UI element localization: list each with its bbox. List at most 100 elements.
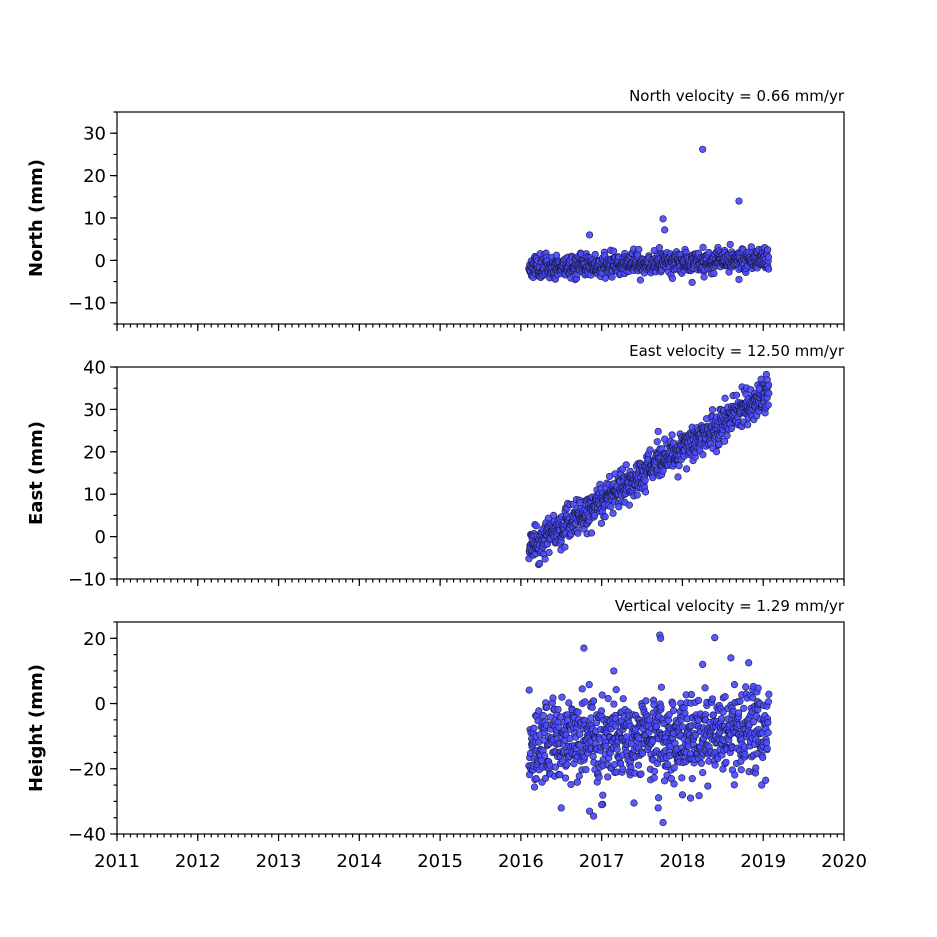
data-point	[687, 690, 696, 699]
data-point	[744, 421, 752, 429]
data-point	[539, 711, 547, 720]
data-point	[765, 389, 773, 397]
data-point	[630, 799, 638, 807]
data-point	[610, 760, 619, 769]
y-tick-label: 10	[83, 209, 106, 230]
data-point	[764, 729, 772, 737]
data-point	[585, 231, 594, 239]
data-point	[664, 761, 672, 769]
data-point	[749, 718, 758, 726]
data-point	[585, 681, 593, 689]
data-point	[646, 446, 654, 454]
north-points	[525, 145, 773, 287]
data-point	[764, 253, 773, 261]
data-point	[532, 522, 540, 530]
data-point	[762, 776, 770, 784]
data-point	[715, 440, 723, 449]
north-plot-frame	[116, 111, 845, 325]
data-point	[763, 376, 771, 384]
y-tick-label: 20	[83, 442, 106, 463]
data-point	[697, 759, 705, 767]
data-point	[737, 766, 745, 774]
data-point	[755, 385, 763, 393]
height-points	[525, 631, 773, 827]
data-point	[604, 773, 612, 781]
y-tick-label: 20	[83, 629, 106, 650]
x-tick-label: 2017	[579, 851, 625, 872]
data-point	[597, 519, 606, 527]
data-point	[699, 660, 707, 669]
data-point	[699, 243, 707, 251]
north-velocity-label: North velocity = 0.66 mm/yr	[629, 87, 845, 105]
data-point	[717, 715, 726, 723]
data-point	[535, 559, 544, 568]
data-point	[661, 226, 669, 234]
data-point	[645, 716, 653, 724]
data-point	[607, 503, 615, 511]
data-point	[736, 697, 744, 705]
height-y-axis-label: Height (mm)	[26, 664, 47, 792]
data-point	[699, 145, 707, 153]
data-point	[691, 731, 700, 739]
data-point	[634, 761, 643, 769]
data-point	[752, 764, 760, 772]
data-point	[719, 708, 727, 716]
north-y-axis-label: North (mm)	[26, 159, 47, 277]
data-point	[741, 750, 749, 759]
data-point	[619, 695, 627, 703]
data-point	[573, 778, 581, 786]
data-point	[675, 462, 683, 470]
east-plot-frame	[116, 366, 845, 580]
data-point	[735, 275, 743, 284]
data-point	[609, 509, 617, 517]
data-point	[574, 529, 582, 537]
data-point	[655, 244, 664, 252]
data-point	[653, 722, 661, 730]
x-tick-label: 2018	[660, 851, 706, 872]
data-point	[764, 719, 772, 727]
y-tick-label: 20	[83, 166, 106, 187]
data-point	[654, 804, 662, 812]
x-tick-label: 2011	[94, 851, 140, 872]
data-point	[764, 265, 773, 273]
data-point	[711, 634, 719, 642]
data-point	[740, 704, 748, 712]
data-point	[710, 269, 718, 278]
data-point	[742, 683, 750, 691]
data-point	[541, 752, 549, 760]
data-point	[545, 548, 553, 557]
data-point	[530, 724, 538, 732]
data-point	[541, 555, 549, 563]
data-point	[649, 473, 657, 482]
data-point	[612, 686, 620, 694]
north-panel: −10 0 10 20 30 North velocity = 0.66 mm/yr Nor…	[26, 87, 845, 331]
data-point	[694, 696, 703, 705]
data-point	[610, 667, 618, 675]
x-tick-label: 2019	[740, 851, 786, 872]
x-tick-label: 2014	[336, 851, 382, 872]
data-point	[730, 681, 739, 689]
y-tick-label: −20	[68, 759, 106, 780]
data-point	[589, 752, 597, 760]
data-point	[587, 529, 596, 537]
data-point	[731, 771, 739, 779]
data-point	[567, 780, 575, 789]
data-point	[765, 690, 773, 698]
data-point	[576, 730, 584, 738]
y-tick-label: −10	[68, 570, 106, 591]
x-tick-label: 2013	[256, 851, 302, 872]
data-point	[565, 699, 573, 707]
x-tick-label: 2016	[498, 851, 544, 872]
data-point	[582, 766, 590, 774]
data-point	[709, 711, 717, 719]
data-point	[598, 691, 606, 699]
data-point	[637, 770, 645, 778]
data-point	[566, 735, 574, 743]
data-point	[674, 473, 682, 481]
data-point	[602, 742, 610, 750]
data-point	[525, 686, 533, 694]
x-tick-label: 2020	[821, 851, 867, 872]
data-point	[758, 781, 766, 789]
data-point	[682, 465, 691, 473]
data-point	[615, 503, 623, 511]
